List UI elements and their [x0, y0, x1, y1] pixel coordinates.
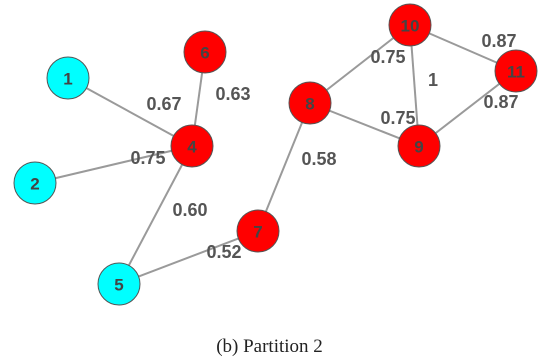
- node-5: 5: [97, 262, 141, 306]
- edge-weight-label: 0.87: [481, 31, 516, 51]
- node-circle: [236, 209, 280, 253]
- edge-weight-label: 0.67: [146, 94, 181, 114]
- node-6: 6: [183, 30, 227, 74]
- node-circle: [46, 56, 90, 100]
- figure-caption: (b) Partition 2: [216, 336, 323, 357]
- node-label: 5: [114, 276, 123, 295]
- node-circle: [97, 262, 141, 306]
- node-circle: [13, 161, 57, 205]
- node-2: 2: [13, 161, 57, 205]
- node-11: 11: [494, 49, 538, 93]
- node-label: 11: [507, 63, 525, 82]
- edge-weight-label: 0.60: [172, 200, 207, 220]
- nodes-layer: 1 2 4 5 6 7 8 9 10 11: [13, 3, 538, 306]
- edge-weight-label: 0.75: [370, 47, 405, 67]
- edge-1-4: [67, 77, 193, 147]
- edge-weight-label: 0.75: [130, 148, 165, 168]
- node-4: 4: [170, 124, 214, 168]
- edge-weight-label: 0.75: [380, 108, 415, 128]
- node-label: 4: [187, 138, 197, 157]
- edge-weight-label: 0.52: [206, 242, 241, 262]
- edge-5-4: [118, 145, 193, 285]
- edge-weight-label: 0.58: [301, 149, 336, 169]
- node-circle: [388, 3, 432, 47]
- node-circle: [288, 81, 332, 125]
- edge-weight-label: 1: [428, 70, 438, 90]
- node-circle: [494, 49, 538, 93]
- node-label: 1: [63, 70, 72, 89]
- edge-5-7: [118, 230, 259, 285]
- node-8: 8: [288, 81, 332, 125]
- node-circle: [183, 30, 227, 74]
- edge-7-8: [257, 102, 311, 232]
- node-label: 9: [414, 138, 423, 157]
- edge-weight-label: 0.87: [483, 92, 518, 112]
- node-7: 7: [236, 209, 280, 253]
- node-circle: [397, 124, 441, 168]
- edge-labels-layer: 0.67 0.75 0.63 0.60 0.52 0.58 0.75 0.75 1 0.87 0.8…: [130, 31, 518, 262]
- edges-layer: [34, 24, 517, 285]
- edge-2-4: [34, 145, 193, 184]
- node-circle: [170, 124, 214, 168]
- node-label: 2: [30, 175, 39, 194]
- node-label: 6: [200, 44, 209, 63]
- node-9: 9: [397, 124, 441, 168]
- node-10: 10: [388, 3, 432, 47]
- edge-weight-label: 0.63: [215, 84, 250, 104]
- node-1: 1: [46, 56, 90, 100]
- node-label: 7: [253, 223, 262, 242]
- node-label: 8: [305, 95, 314, 114]
- node-label: 10: [401, 17, 420, 36]
